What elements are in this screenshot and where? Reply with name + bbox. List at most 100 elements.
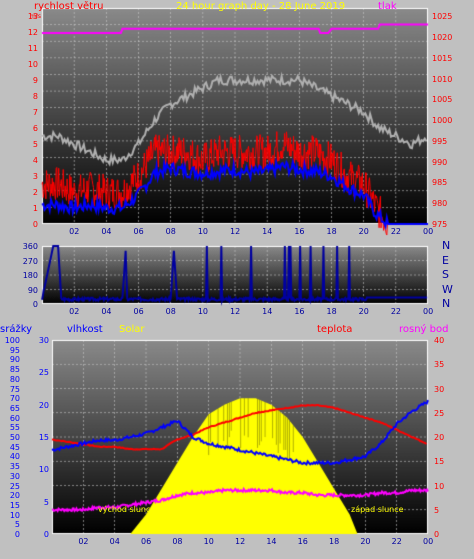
pressure-tick-1025: 1025 <box>432 12 453 22</box>
rain-tick-75: 75 <box>9 384 20 394</box>
x-tick-12: 12 <box>230 227 241 236</box>
rain-tick-80: 80 <box>9 374 20 384</box>
temp-tick-5: 5 <box>434 505 440 515</box>
x-tick-12: 12 <box>235 537 246 546</box>
rain-tick-90: 90 <box>9 355 20 365</box>
wind-tick-10: 10 <box>27 60 38 69</box>
wind-tick-8: 8 <box>32 92 38 101</box>
rain-tick-0: 0 <box>14 530 20 539</box>
wind-speed-label: rychlost větru <box>34 1 104 12</box>
wind-tick-1: 1 <box>32 204 38 213</box>
temp-tick-20: 20 <box>434 433 445 442</box>
x-tick-14: 14 <box>266 537 277 546</box>
pressure-tick-1000: 1000 <box>432 116 453 126</box>
x-tick-20: 20 <box>358 227 369 236</box>
x-tick-02: 02 <box>78 537 89 546</box>
wind-tick-12: 12 <box>27 28 38 37</box>
pressure-tick-1010: 1010 <box>432 74 453 84</box>
temp-tick-10: 10 <box>434 481 445 491</box>
chart-title: 24 hour graph day - 28 June 2019 <box>176 1 346 12</box>
wind-tick-5: 5 <box>32 140 38 149</box>
x-tick-02: 02 <box>69 307 80 316</box>
x-tick-04: 04 <box>101 227 112 236</box>
dir-tick-180: 180 <box>22 271 38 280</box>
rain-tick-100: 100 <box>4 336 20 345</box>
rain-tick-95: 95 <box>9 345 20 355</box>
x-tick-08: 08 <box>172 537 183 546</box>
wind-tick-6: 6 <box>32 124 38 133</box>
dir-tick-0: 0 <box>32 300 38 309</box>
temp-tick-25: 25 <box>434 408 445 418</box>
compass-tick-E: E <box>442 253 449 267</box>
x-tick-20: 20 <box>360 537 371 546</box>
wind-tick-7: 7 <box>32 108 38 117</box>
rain-tick-60: 60 <box>9 413 20 423</box>
pressure-tick-975: 975 <box>432 220 448 229</box>
x-tick-18: 18 <box>329 537 340 546</box>
x-tick-18: 18 <box>326 227 337 236</box>
rain-tick-45: 45 <box>9 442 20 452</box>
compass-tick-N: N <box>442 239 451 252</box>
sunrise-label: východ slunce <box>98 505 156 514</box>
temperature-label: teplota <box>317 324 353 335</box>
x-tick-10: 10 <box>203 537 214 546</box>
rain-tick-50: 50 <box>9 433 20 442</box>
hum-tick-0: 0 <box>43 530 49 539</box>
pressure-tick-995: 995 <box>432 136 448 146</box>
x-tick-16: 16 <box>297 537 308 546</box>
wind-tick-4: 4 <box>32 156 38 165</box>
x-tick-14: 14 <box>262 307 273 316</box>
x-tick-06: 06 <box>133 227 144 236</box>
x-tick-04: 04 <box>101 307 112 316</box>
x-tick-20: 20 <box>358 307 369 316</box>
hum-tick-5: 5 <box>43 497 49 507</box>
wind-unit-label: m/s <box>30 13 41 20</box>
x-tick-10: 10 <box>197 307 209 316</box>
rain-tick-25: 25 <box>9 481 20 491</box>
x-tick-16: 16 <box>294 307 305 316</box>
pressure-label: tlak <box>378 1 397 12</box>
rain-tick-30: 30 <box>9 471 20 481</box>
pressure-tick-985: 985 <box>432 178 448 188</box>
rain-tick-65: 65 <box>9 403 20 413</box>
temp-tick-30: 30 <box>434 384 445 394</box>
rain-tick-85: 85 <box>9 365 20 375</box>
rain-tick-20: 20 <box>9 491 20 501</box>
dew-point-label: rosný bod <box>399 324 449 335</box>
wind-tick-11: 11 <box>27 44 38 53</box>
dir-tick-360: 360 <box>22 242 38 251</box>
pressure-tick-1005: 1005 <box>432 95 453 105</box>
temp-tick-35: 35 <box>434 360 445 370</box>
temp-tick-0: 0 <box>434 530 440 539</box>
rain-tick-15: 15 <box>9 500 20 510</box>
sunset-label: západ slunce <box>351 505 404 514</box>
dir-tick-270: 270 <box>22 256 38 266</box>
hum-tick-20: 20 <box>38 400 49 410</box>
rain-tick-55: 55 <box>9 423 20 433</box>
wind-tick-13: 13 <box>27 12 38 21</box>
rain-tick-10: 10 <box>9 510 20 520</box>
rain-tick-70: 70 <box>9 394 20 404</box>
x-tick-22: 22 <box>390 307 402 316</box>
hum-tick-15: 15 <box>38 433 49 442</box>
temp-tick-15: 15 <box>434 457 445 467</box>
pressure-tick-1020: 1020 <box>432 33 453 43</box>
x-tick-16: 16 <box>294 227 305 236</box>
rain-tick-5: 5 <box>14 520 20 530</box>
rain-tick-40: 40 <box>9 452 20 462</box>
compass-tick-S: S <box>442 268 449 281</box>
wind-tick-2: 2 <box>32 188 38 197</box>
pressure-tick-1015: 1015 <box>432 53 453 63</box>
dir-tick-90: 90 <box>27 285 38 295</box>
x-tick-22: 22 <box>390 227 402 236</box>
x-tick-08: 08 <box>165 307 176 316</box>
x-tick-12: 12 <box>230 307 241 316</box>
x-tick-00: 00 <box>423 307 434 316</box>
hum-tick-10: 10 <box>38 465 49 475</box>
temp-tick-40: 40 <box>434 336 445 345</box>
x-tick-02: 02 <box>69 227 80 236</box>
x-tick-18: 18 <box>326 307 337 316</box>
x-tick-14: 14 <box>262 227 273 236</box>
x-tick-00: 00 <box>423 227 434 236</box>
compass-tick-W: W <box>442 282 453 296</box>
